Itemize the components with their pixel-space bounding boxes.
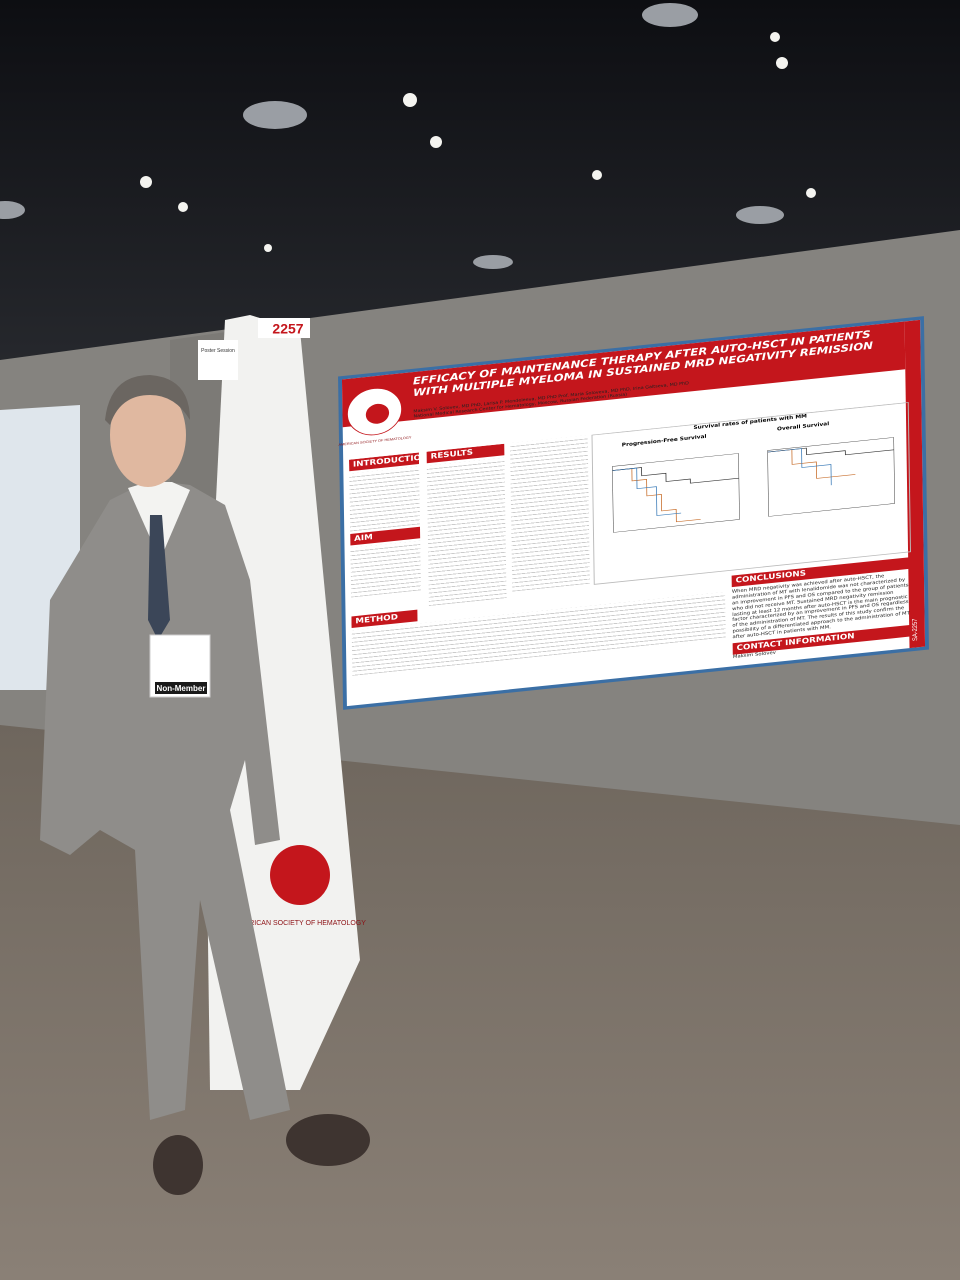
badge-band bbox=[155, 682, 207, 694]
board-number: 2257 bbox=[272, 321, 303, 337]
poster-sheet bbox=[338, 316, 929, 710]
stand-logo bbox=[270, 845, 330, 905]
stand-logo-text: AMERICAN SOCIETY OF HEMATOLOGY bbox=[234, 920, 366, 927]
side-label: SA-2257 bbox=[911, 618, 919, 642]
poster-body: INTRODUCTION AIM RESULTS Survival rates … bbox=[349, 402, 913, 676]
poster: EFFICACY OF MAINTENANCE THERAPY AFTER AU… bbox=[338, 316, 929, 710]
society-logo-drop bbox=[365, 403, 390, 424]
hair bbox=[105, 375, 190, 425]
society-name: AMERICAN SOCIETY OF HEMATOLOGY bbox=[338, 436, 412, 447]
right-shoe bbox=[286, 1114, 370, 1166]
session-label: Poster Session bbox=[201, 348, 235, 354]
km-curves bbox=[612, 437, 895, 533]
left-shoe bbox=[153, 1135, 203, 1195]
badge-status: Non-Member bbox=[157, 684, 206, 693]
head bbox=[110, 383, 186, 487]
board-number-box bbox=[258, 318, 310, 338]
ceiling-lights bbox=[0, 3, 816, 269]
tie bbox=[148, 515, 170, 640]
suit bbox=[40, 480, 290, 1120]
title-banner bbox=[341, 321, 906, 428]
person: Non-Member bbox=[40, 375, 370, 1195]
session-card bbox=[198, 340, 238, 380]
